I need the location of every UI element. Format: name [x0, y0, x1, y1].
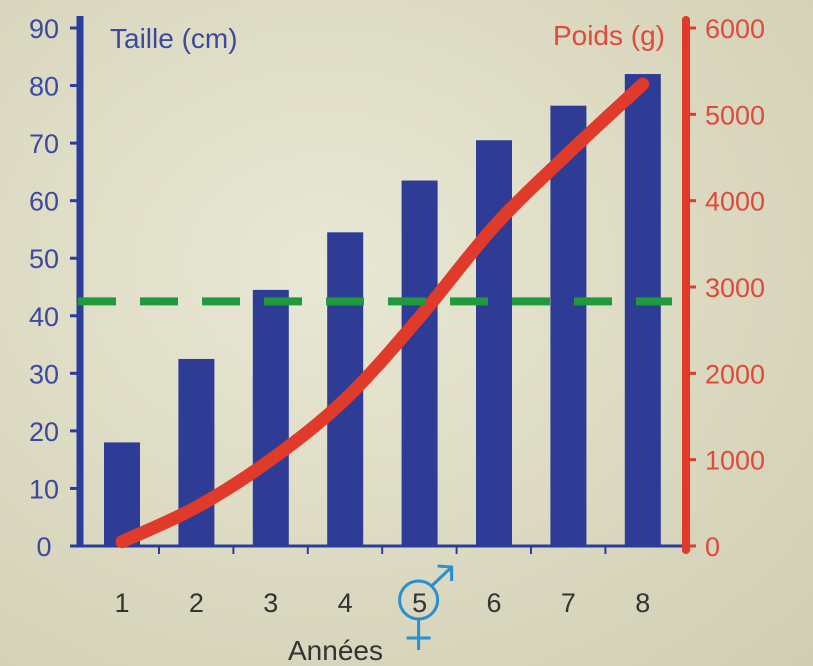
x-tick-label-1: 1	[114, 588, 129, 618]
x-tick-label-2: 2	[189, 588, 204, 618]
left-tick-label: 10	[29, 474, 59, 504]
x-tick-label-8: 8	[635, 588, 650, 618]
left-tick-label: 40	[29, 302, 59, 332]
x-axis-title: Années	[288, 635, 383, 666]
left-tick-label: 20	[29, 417, 59, 447]
poids-point-3	[270, 459, 272, 461]
right-tick-label: 2000	[705, 359, 765, 389]
left-tick-label: 70	[29, 129, 59, 159]
bar-taille-7	[550, 105, 587, 546]
x-tick-label-5: 5	[412, 588, 427, 618]
right-tick-label: 5000	[705, 100, 765, 130]
poids-point-4	[344, 398, 346, 400]
right-tick-label: 3000	[705, 273, 765, 303]
male-symbol-arrow-icon	[430, 566, 452, 588]
bar-taille-1	[104, 442, 140, 546]
x-tick-label-6: 6	[486, 588, 501, 618]
right-axis-title: Poids (g)	[553, 20, 665, 51]
right-tick-label: 0	[705, 532, 720, 562]
left-tick-label: 80	[29, 72, 59, 102]
poids-point-8	[642, 83, 644, 85]
bar-taille-5	[401, 180, 438, 546]
right-tick-label: 4000	[705, 187, 765, 217]
poids-point-2	[195, 506, 197, 508]
left-axis-title: Taille (cm)	[110, 23, 238, 54]
poids-point-7	[567, 152, 569, 154]
x-tick-label-3: 3	[263, 588, 278, 618]
left-tick-label: 30	[29, 359, 59, 389]
bar-taille-3	[252, 289, 289, 546]
poids-point-5	[419, 316, 421, 318]
poids-point-1	[121, 541, 123, 543]
x-tick-label-7: 7	[561, 588, 576, 618]
left-tick-label: 0	[36, 532, 51, 562]
right-tick-label: 6000	[705, 14, 765, 44]
poids-point-6	[493, 226, 495, 228]
left-tick-label: 50	[29, 244, 59, 274]
male-symbol-arrowhead-icon	[437, 564, 454, 581]
bar-taille-6	[476, 140, 512, 546]
right-tick-label: 1000	[705, 446, 765, 476]
x-tick-label-4: 4	[338, 588, 353, 618]
poids-line	[115, 77, 650, 549]
left-tick-label: 90	[29, 14, 59, 44]
bar-taille-8	[624, 74, 661, 547]
left-tick-label: 60	[29, 187, 59, 217]
